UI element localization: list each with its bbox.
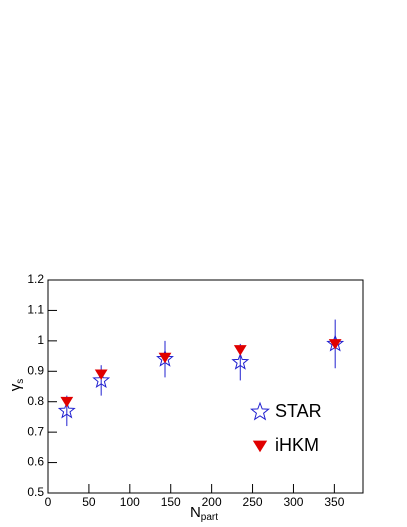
x-tick-label: 250 [243,495,263,509]
y-tick-label: 1.1 [27,303,44,317]
star-marker [57,401,76,419]
x-tick-label: 300 [283,495,303,509]
plot-frame [47,279,364,494]
x-label-main: N [190,504,201,521]
y-tick-label: 0.6 [27,455,44,469]
y-axis-label: γs [7,379,26,392]
star-marker [231,352,250,370]
legend-marker [250,401,270,421]
x-axis-label: Npart [190,504,218,523]
triangle-marker [158,352,172,364]
y-tick-label: 0.7 [27,424,44,438]
triangle-marker [94,369,108,380]
x-tick-label: 150 [161,495,181,509]
triangle-marker [60,396,74,408]
triangle-marker [233,345,247,356]
y-tick-label: 1 [37,333,44,347]
x-tick-label: 50 [82,495,96,509]
legend-label: iHKM [275,435,319,455]
y-tick-label: 0.5 [27,485,44,499]
x-label-sub: part [201,512,218,523]
y-tick-label: 1.2 [27,272,44,286]
y-label-main: γ [7,383,24,391]
y-label-sub: s [15,379,26,384]
legend-marker [252,440,268,453]
x-tick-label: 350 [324,495,344,509]
y-tick-label: 0.9 [27,363,44,377]
star-marker [92,370,111,389]
triangle-marker [328,339,342,350]
y-tick-label: 0.8 [27,394,44,408]
x-tick-label: 100 [120,495,140,509]
legend-label: STAR [275,401,322,421]
x-tick-label: 200 [202,495,222,509]
x-tick-label: 0 [45,495,52,509]
